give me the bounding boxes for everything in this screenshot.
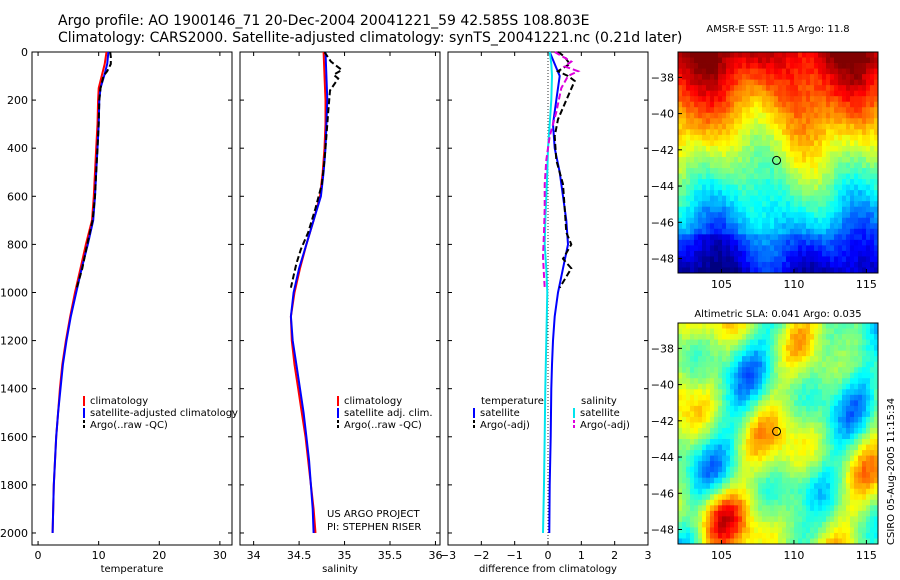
difference-x-tick-label: 0 [545,549,552,562]
project-name: US ARGO PROJECT [327,509,420,520]
difference-x-tick-label: 1 [578,549,585,562]
salinity-x-tick-label: 36 [428,549,442,562]
difference-x-axis-label: difference from climatology [479,564,617,575]
temperature-x-tick-label: 10 [92,549,106,562]
sst_map-y-tick-label: −48 [651,253,674,266]
sst-map-title: AMSR-E SST: 11.5 Argo: 11.8 [706,24,850,35]
salinity-legend-entry: climatology [344,396,402,407]
creation-stamp: CSIRO 05-Aug-2005 11:15:34 [886,397,897,545]
temperature-y-tick-label: 0 [21,46,28,59]
difference-x-tick-label: −1 [507,549,523,562]
figure-title-line-1: Argo profile: AO 1900146_71 20-Dec-2004 … [58,13,590,29]
temperature-legend-entry: climatology [90,396,148,407]
sst-map-panel: 105 110 115 −38 −40 −42 −44 −46 −48 [651,51,879,291]
sla_map-y-tick-label: −46 [651,487,674,500]
sla_map-float-marker [772,426,782,436]
series-line-argo-raw-qc- [75,51,112,288]
sst_map-y-tick-label: −38 [651,71,674,84]
sst_map-y-tick-label: −46 [651,216,674,229]
temperature-legend-entry: Argo(..raw -QC) [90,420,168,431]
temperature-x-tick-label: 30 [213,549,227,562]
project-pi: PI: STEPHEN RISER [327,522,422,533]
salinity-profile-panel: 34 34.5 35 35.5 36 salinity climatologysatelli… [239,51,442,575]
series-line-salinity-argo-adj- [541,51,581,288]
temperature-legend-entry: satellite-adjusted climatology [90,408,238,419]
difference-legend-entry-salinity: satellite [580,408,620,419]
series-line-temperature-satellite [548,51,570,534]
temperature-y-tick-label: 2000 [0,527,28,540]
temperature-x-axis-label: temperature [101,564,164,575]
sla_map-heatmap-cells [678,323,879,545]
sst_map-frame [677,51,879,274]
salinity-x-tick-label: 35.5 [378,549,403,562]
sla_map-y-tick-label: −38 [651,342,674,355]
sst_map-y-tick-label: −44 [651,180,674,193]
salinity-x-axis-label: salinity [322,564,358,575]
sla_map-x-tick-label: 115 [856,549,877,562]
salinity-legend-entry: satellite adj. clim. [344,408,433,419]
temperature-y-tick-label: 1000 [0,286,28,299]
project-label: US ARGO PROJECT PI: STEPHEN RISER [327,508,421,534]
temperature-y-tick-label: 1600 [0,431,28,444]
difference-legend-header-temperature: temperature [481,396,544,407]
difference-x-tick-label: −3 [440,549,456,562]
difference-profile-panel: −3 −2 −1 0 1 2 3 difference from climatology tem… [440,51,652,575]
temperature-x-tick-label: 20 [152,549,166,562]
sla_map-x-tick-label: 105 [711,549,732,562]
temperature-profile-panel: 0 10 20 30 0 200 400 600 800 1000 1200 1400 1600 1800… [0,46,238,575]
sla_map-y-tick-label: −42 [651,415,674,428]
difference-legend-header-salinity: salinity [581,396,617,407]
salinity-x-tick-label: 35 [338,549,352,562]
sst_map-y-tick-label: −40 [651,108,674,121]
sst_map-x-tick-label: 110 [783,278,804,291]
sst_map-y-tick-label: −42 [651,144,674,157]
sst_map-x-tick-label: 105 [711,278,732,291]
sla_map-frame [677,322,879,545]
sst_map-heatmap-cells [678,52,879,274]
difference-x-tick-label: −2 [473,549,489,562]
sla_map-x-tick-label: 110 [783,549,804,562]
salinity-plot-area [239,51,441,546]
sla_map-y-tick-label: −48 [651,524,674,537]
salinity-legend-entry: Argo(..raw -QC) [344,420,422,431]
difference-legend-entry-temperature: Argo(-adj) [480,420,530,431]
sst_map-x-tick-label: 115 [856,278,877,291]
sla_map-y-tick-label: −44 [651,451,674,464]
temperature-y-tick-label: 1200 [0,335,28,348]
series-line-argo-raw-qc- [289,51,344,288]
temperature-y-tick-label: 800 [7,238,28,251]
sla-map-title: Altimetric SLA: 0.041 Argo: 0.035 [694,309,862,320]
temperature-y-tick-label: 400 [7,142,28,155]
temperature-y-tick-label: 200 [7,94,28,107]
temperature-y-tick-label: 1400 [0,383,28,396]
difference-x-tick-label: 3 [645,549,652,562]
temperature-y-tick-label: 1800 [0,479,28,492]
series-line-temperature-argo-adj- [553,51,576,289]
difference-x-tick-label: 2 [611,549,618,562]
sst_map-float-marker [772,155,782,165]
series-line-satellite-adj-clim- [289,51,329,534]
salinity-x-tick-label: 34 [247,549,261,562]
temperature-y-tick-label: 600 [7,190,28,203]
difference-legend-entry-temperature: satellite [480,408,520,419]
temperature-x-tick-label: 0 [35,549,42,562]
temperature-plot-area [31,51,233,546]
salinity-x-tick-label: 34.5 [287,549,312,562]
difference-legend-entry-salinity: Argo(-adj) [580,420,630,431]
sla-map-panel: 105 110 115 −38 −40 −42 −44 −46 −48 [651,322,879,562]
figure-title-line-2: Climatology: CARS2000. Satellite-adjuste… [58,30,683,46]
sla_map-y-tick-label: −40 [651,379,674,392]
